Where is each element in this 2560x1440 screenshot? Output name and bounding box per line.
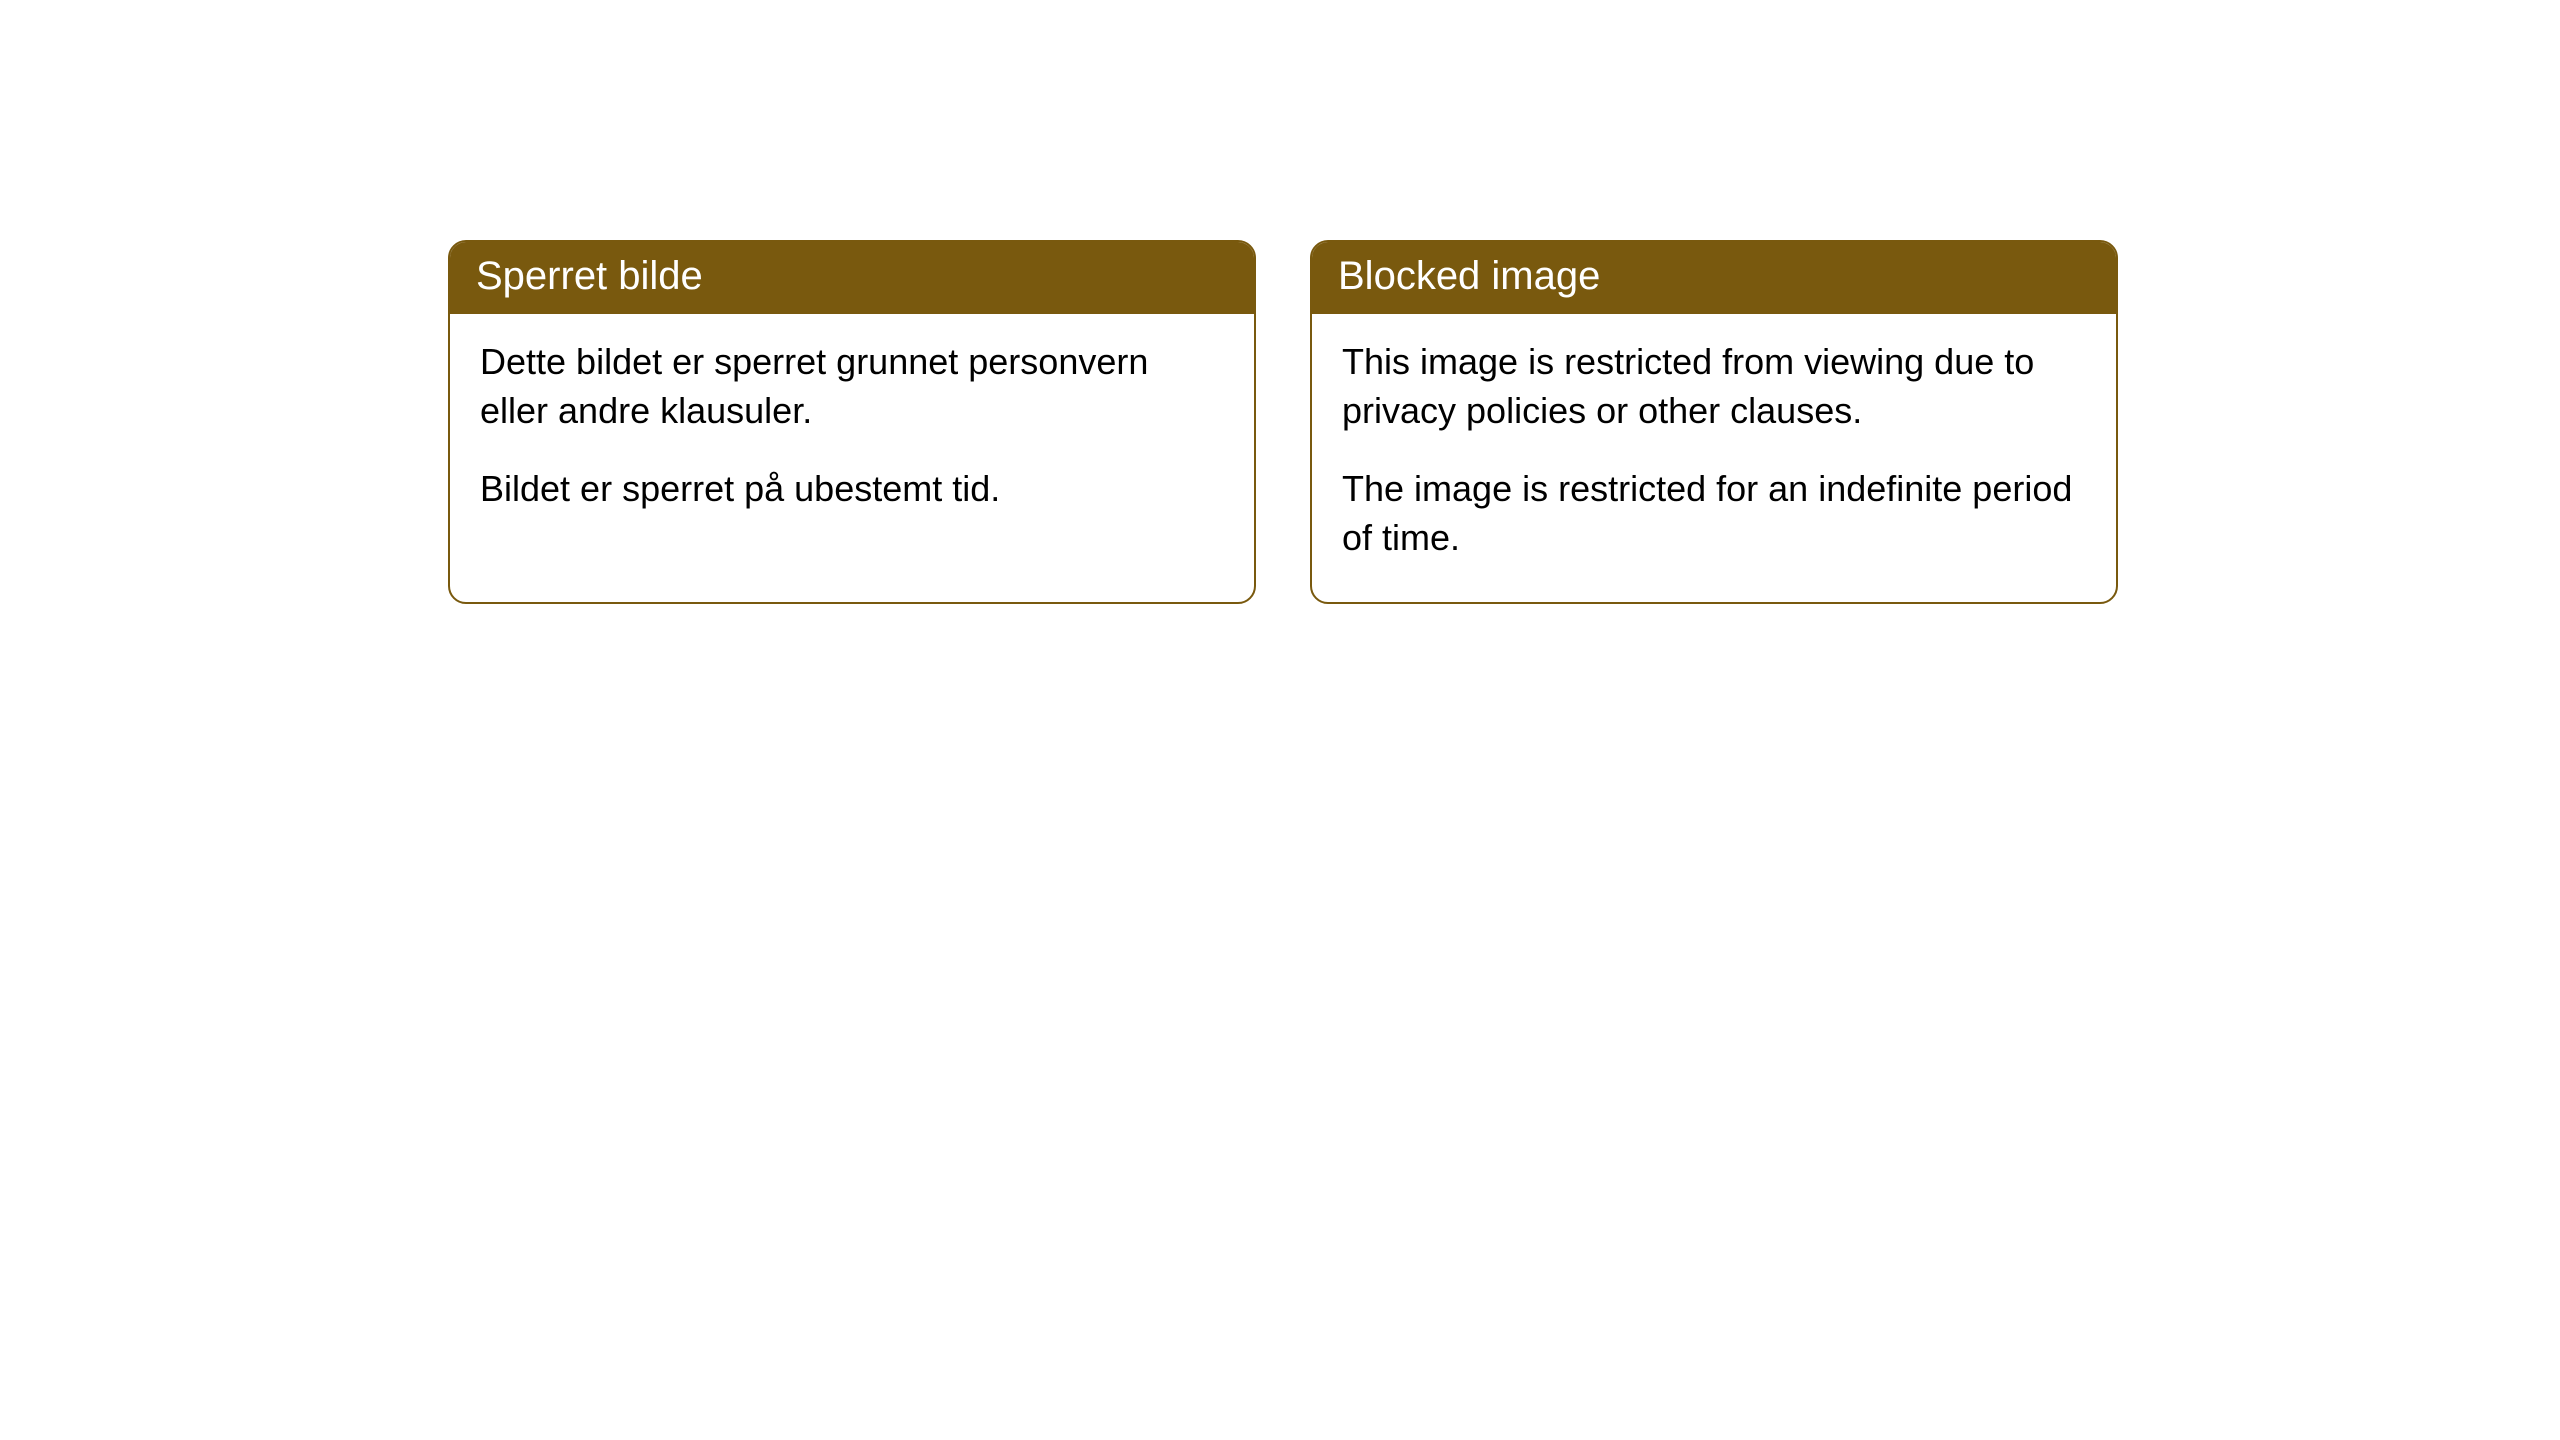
card-paragraph: Dette bildet er sperret grunnet personve…: [480, 338, 1224, 435]
card-paragraph: This image is restricted from viewing du…: [1342, 338, 2086, 435]
card-title: Blocked image: [1338, 254, 1600, 298]
notice-card-english: Blocked image This image is restricted f…: [1310, 240, 2118, 604]
notice-container: Sperret bilde Dette bildet er sperret gr…: [0, 0, 2560, 604]
card-header: Blocked image: [1312, 242, 2116, 314]
card-body: This image is restricted from viewing du…: [1312, 314, 2116, 602]
card-title: Sperret bilde: [476, 254, 703, 298]
card-paragraph: The image is restricted for an indefinit…: [1342, 465, 2086, 562]
card-header: Sperret bilde: [450, 242, 1254, 314]
card-paragraph: Bildet er sperret på ubestemt tid.: [480, 465, 1224, 514]
card-body: Dette bildet er sperret grunnet personve…: [450, 314, 1254, 554]
notice-card-norwegian: Sperret bilde Dette bildet er sperret gr…: [448, 240, 1256, 604]
